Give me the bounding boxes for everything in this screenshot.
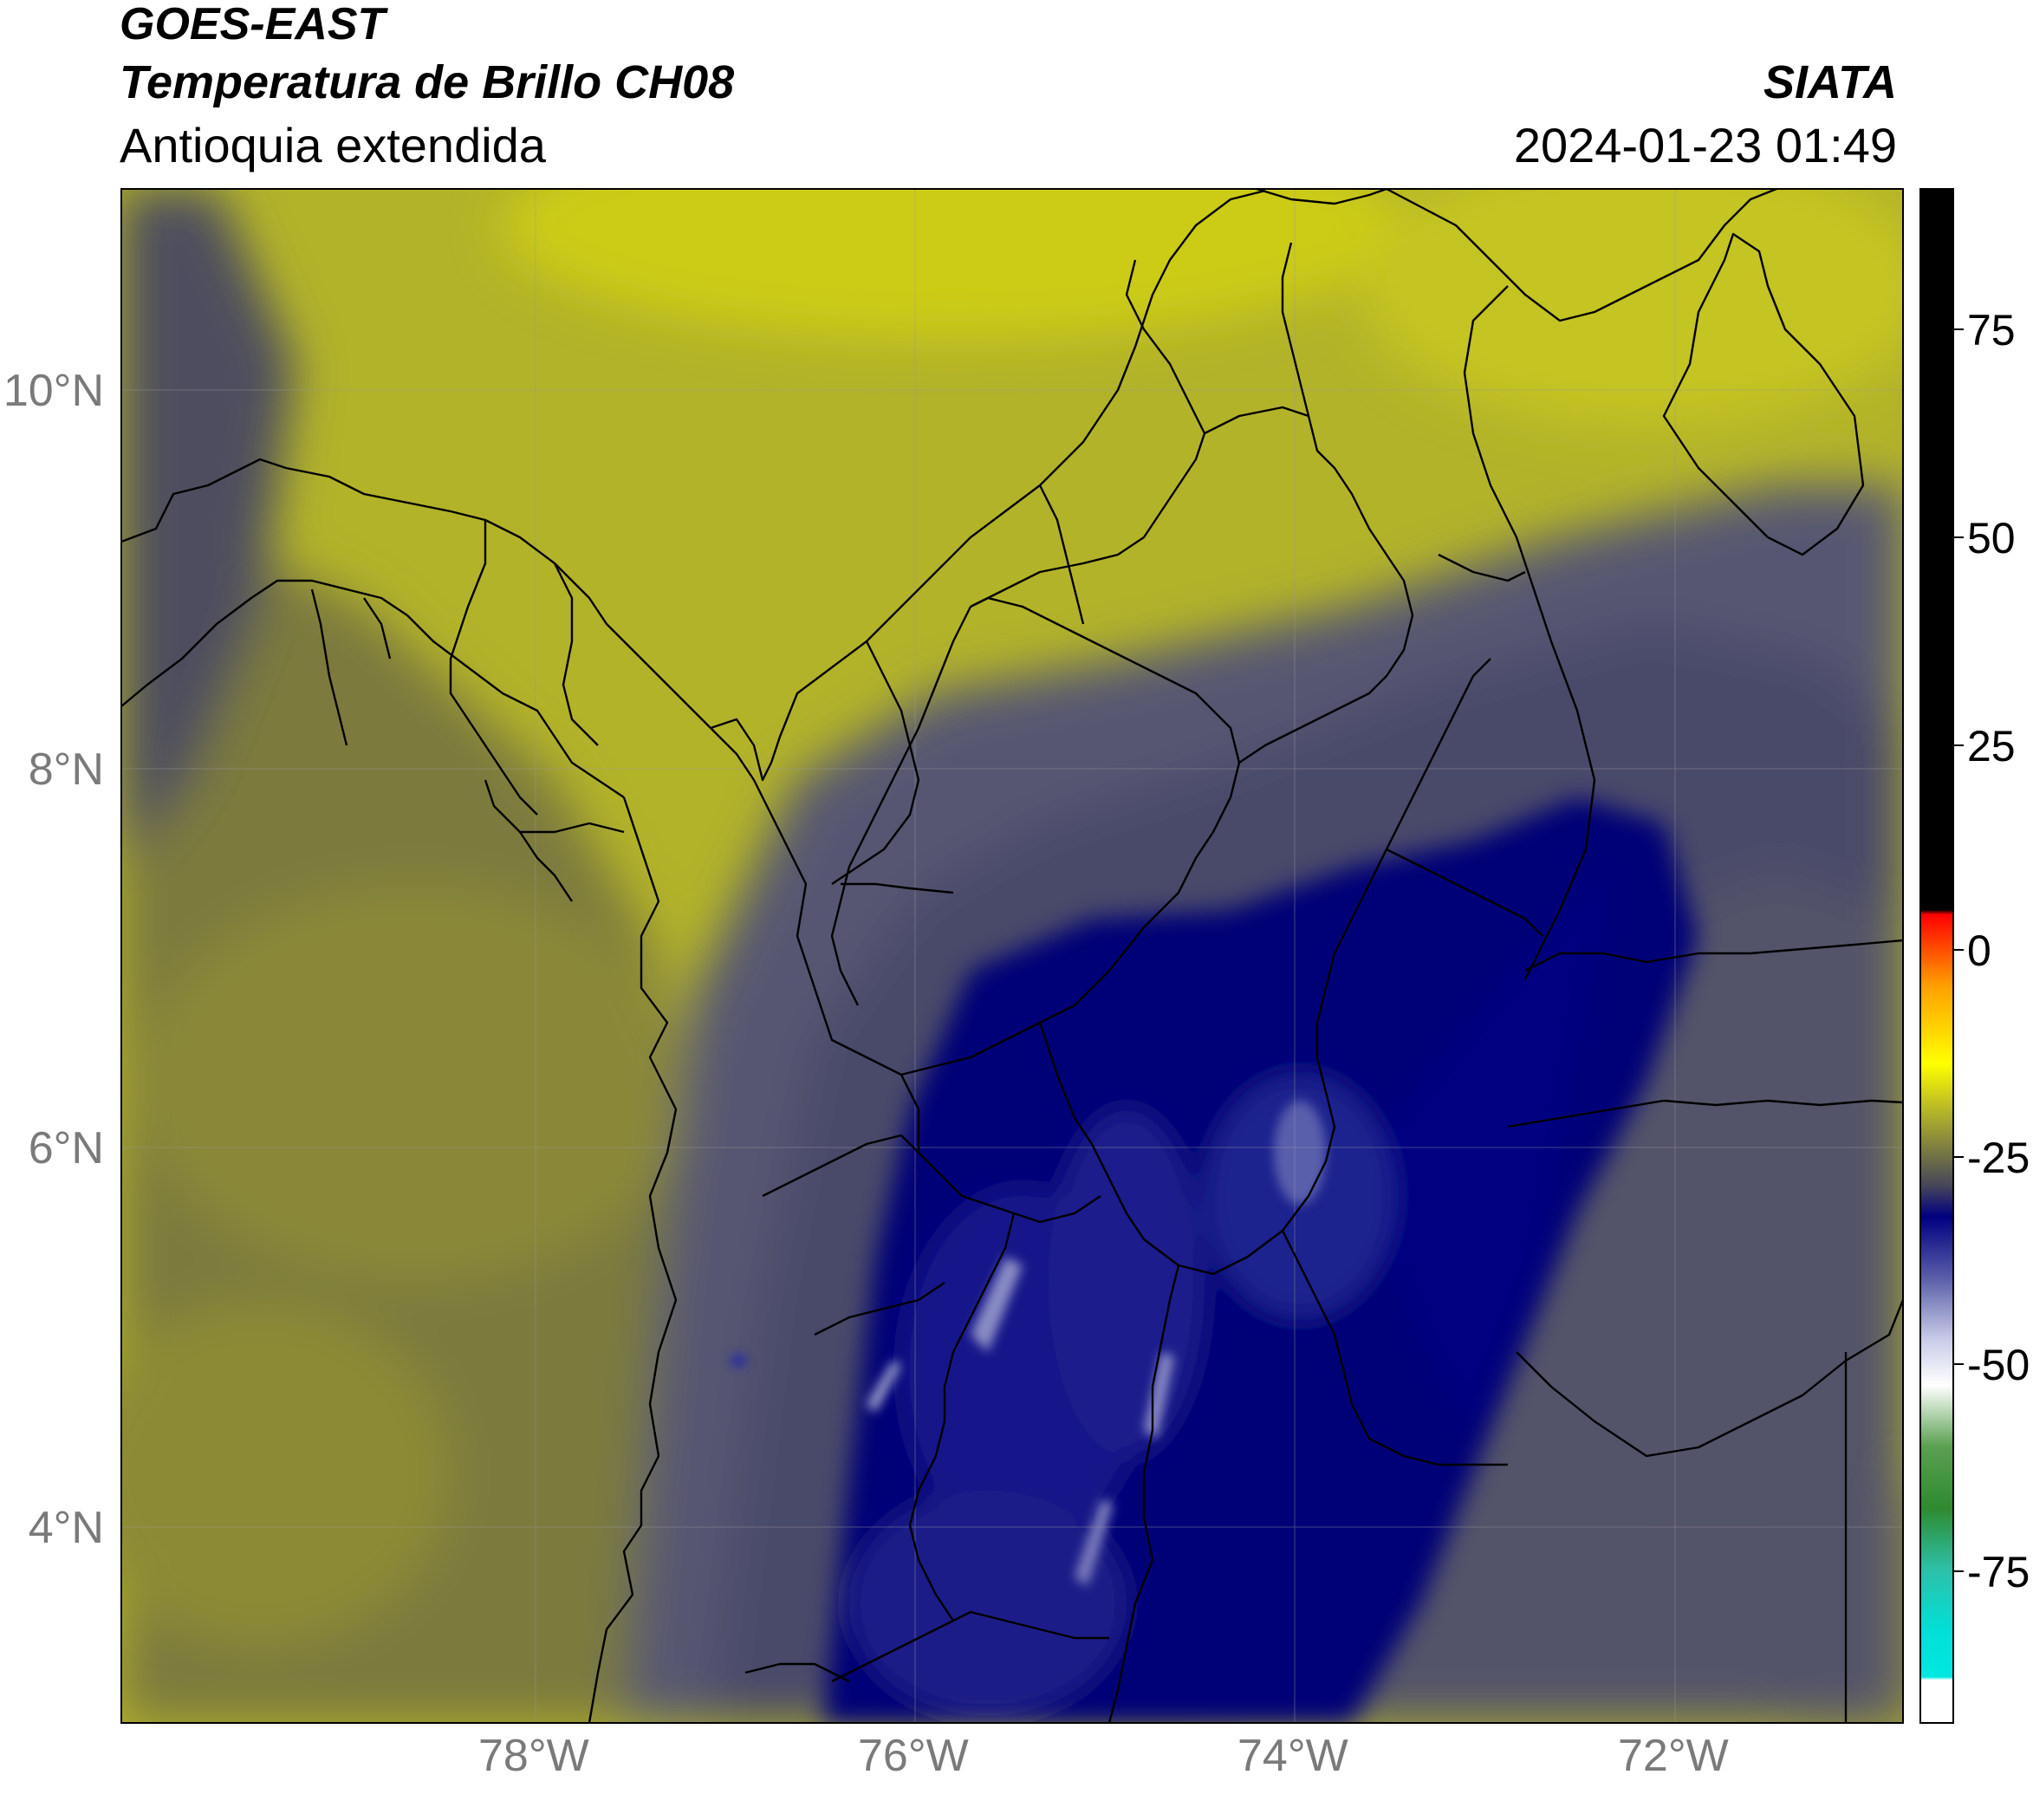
colorbar-tick-label: -75 [1967, 1548, 2030, 1596]
brightness-temperature-field [121, 189, 1903, 1723]
colorbar-tick-label: -50 [1967, 1341, 2030, 1389]
political-borders [121, 189, 1903, 1723]
lat-tick-label: 8°N [28, 744, 104, 795]
lon-tick-label: 76°W [858, 1731, 969, 1781]
colorbar-tick-marks [1953, 328, 1964, 1572]
product-title: Temperatura de Brillo CH08 [120, 56, 735, 108]
lat-tick-label: 4°N [28, 1503, 104, 1553]
timestamp-label: 2024-01-23 01:49 [1513, 118, 1897, 172]
lon-tick-label: 78°W [478, 1731, 589, 1781]
graticule-lines [121, 189, 1903, 1723]
colorbar-frame [1919, 188, 1954, 1724]
colorbar-tick-label: 75 [1967, 306, 2016, 354]
colorbar-tick-label: 0 [1967, 926, 1991, 975]
colorbar-tick-label: -25 [1967, 1134, 2030, 1182]
satellite-title: GOES-EAST [120, 0, 386, 49]
organization-label: SIATA [1763, 56, 1897, 108]
colorbar-tick-label: 50 [1967, 514, 2016, 562]
region-subtitle: Antioquia extendida [120, 118, 546, 172]
map-frame [120, 188, 1904, 1724]
colorbar [1920, 189, 1953, 1723]
lat-tick-label: 10°N [3, 366, 104, 416]
lon-tick-label: 74°W [1237, 1731, 1348, 1781]
lat-tick-label: 6°N [28, 1123, 104, 1173]
colorbar-tick-label: 25 [1967, 722, 2016, 770]
lon-tick-label: 72°W [1618, 1731, 1729, 1781]
